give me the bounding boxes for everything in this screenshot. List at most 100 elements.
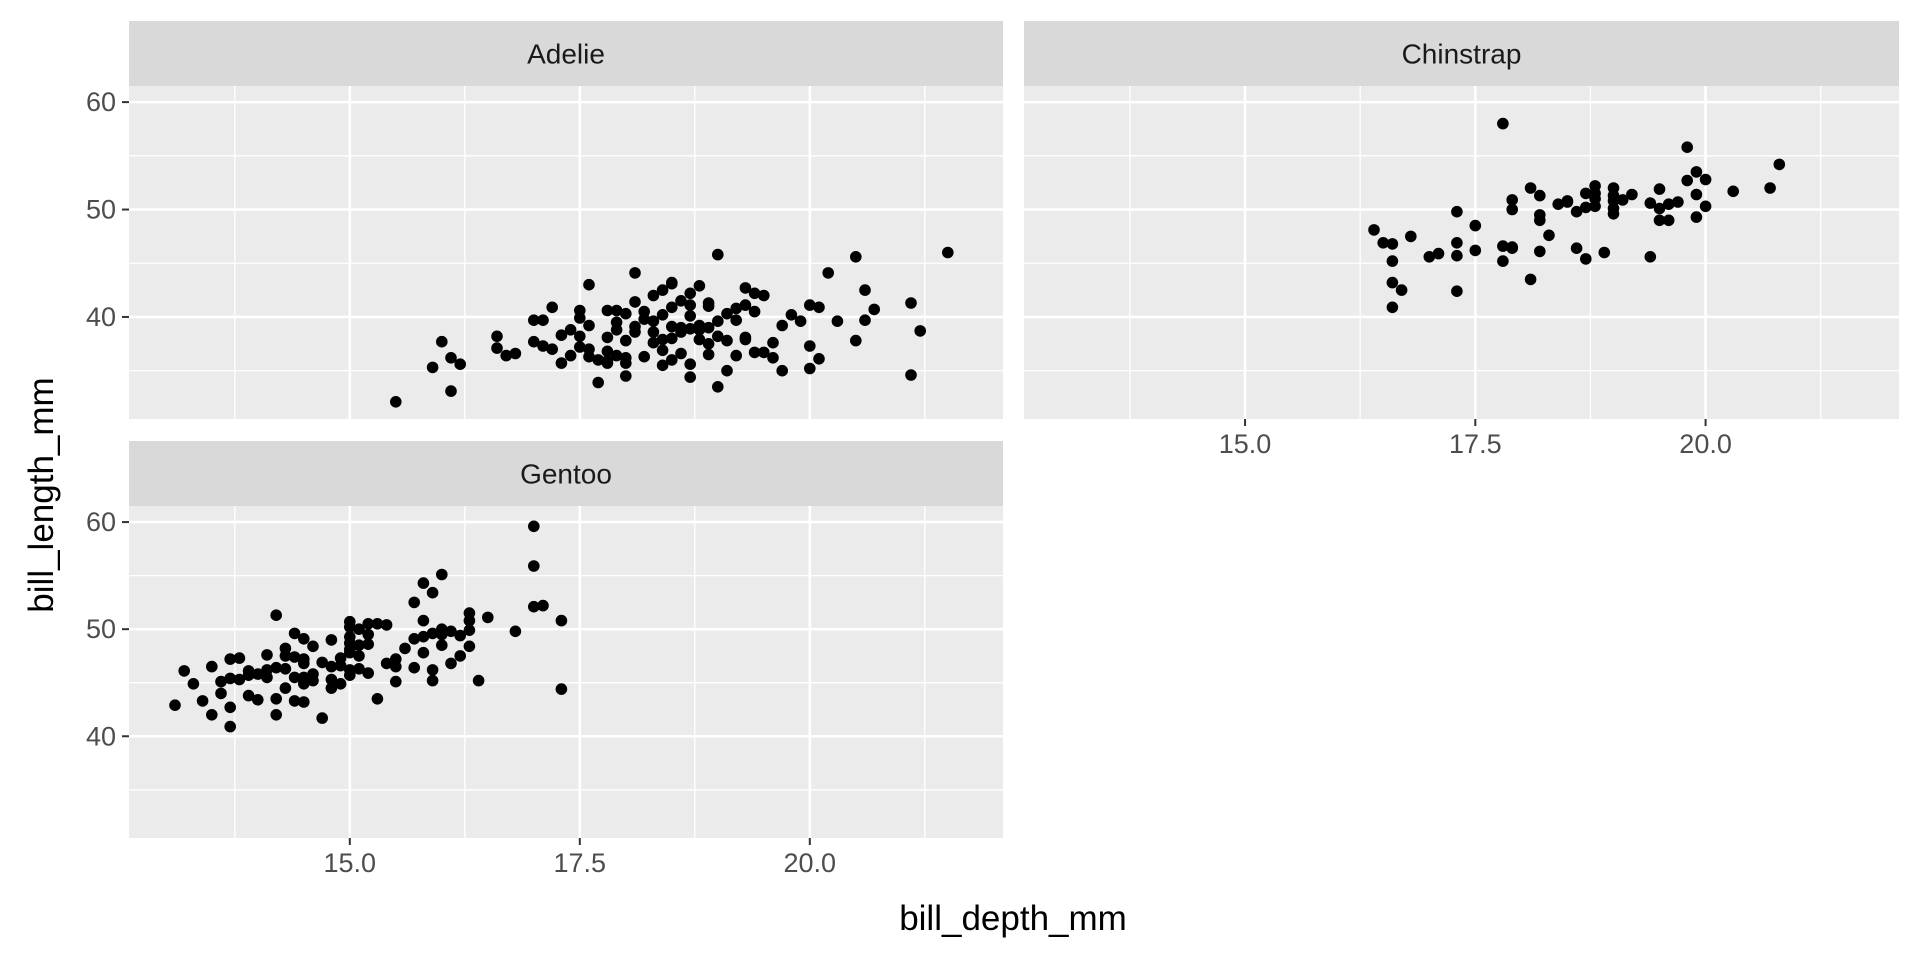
data-point (1570, 242, 1583, 254)
data-point (261, 671, 273, 684)
data-point (1497, 240, 1509, 252)
data-point (1497, 255, 1509, 267)
data-point (905, 297, 917, 309)
data-point (206, 660, 218, 673)
facet-panel-adelie: Adelie (129, 21, 1003, 419)
data-point (436, 335, 448, 348)
data-point (316, 656, 329, 669)
data-point (353, 650, 365, 662)
data-point (1561, 195, 1574, 207)
data-point (610, 349, 623, 362)
data-point (564, 324, 577, 336)
data-point (804, 362, 816, 375)
data-point (472, 674, 485, 687)
data-point (813, 353, 825, 365)
data-point (371, 693, 384, 705)
data-point (629, 320, 641, 333)
data-point (344, 643, 356, 656)
data-point (298, 633, 310, 645)
data-point (353, 623, 365, 635)
data-point (1506, 203, 1518, 216)
data-point (610, 324, 623, 336)
data-point (371, 618, 384, 630)
data-point (1727, 185, 1739, 198)
data-point (445, 657, 457, 670)
data-point (1580, 201, 1592, 214)
data-point (546, 301, 558, 314)
data-point (1644, 197, 1657, 209)
data-point (564, 349, 577, 362)
data-point (463, 624, 476, 636)
data-point (353, 639, 365, 651)
data-point (325, 682, 338, 694)
data-point (574, 341, 586, 353)
data-point (417, 630, 430, 643)
data-point (528, 600, 540, 613)
data-point (666, 301, 678, 314)
data-point (353, 663, 365, 675)
data-point (601, 345, 614, 358)
data-point (1534, 189, 1546, 202)
y-axis-title: bill_length_mm (22, 377, 61, 612)
data-point (509, 347, 522, 360)
facet-strip-chinstrap (1024, 21, 1899, 86)
data-point (1644, 250, 1657, 263)
data-point (1423, 250, 1436, 263)
data-point (601, 355, 614, 367)
data-point (426, 586, 439, 599)
data-point (288, 651, 301, 663)
data-point (1534, 214, 1546, 227)
data-point (380, 657, 393, 670)
data-point (426, 664, 439, 676)
data-point (555, 357, 568, 369)
data-point (620, 307, 632, 320)
data-point (270, 693, 283, 705)
data-point (445, 625, 457, 638)
data-point (712, 381, 724, 393)
data-point (1497, 117, 1509, 130)
data-point (362, 618, 375, 630)
data-point (1653, 214, 1666, 227)
axes: 40 50 60 15.0 17.5 20.0 40 50 60 15.0 17.5 20.0 (86, 87, 1732, 878)
data-point (583, 278, 595, 291)
data-point (684, 371, 696, 383)
data-point (1690, 211, 1703, 223)
data-point (656, 309, 669, 321)
data-point (307, 640, 319, 653)
data-point (1598, 246, 1611, 259)
x-tick-label: 20.0 (784, 848, 837, 878)
data-point (1469, 244, 1482, 257)
data-point (739, 282, 752, 294)
data-point (242, 689, 255, 702)
data-point (638, 305, 650, 318)
data-point (1386, 238, 1399, 250)
data-point (463, 607, 476, 619)
data-point (748, 287, 761, 300)
data-point (1395, 284, 1408, 296)
data-point (583, 319, 595, 332)
data-point (1653, 202, 1666, 215)
data-point (426, 361, 439, 374)
data-point (638, 350, 650, 363)
data-point (1681, 141, 1693, 153)
data-point (546, 343, 558, 356)
data-point (1580, 253, 1592, 265)
data-point (270, 609, 283, 621)
y-tick-label: 40 (86, 721, 116, 751)
data-point (224, 701, 236, 714)
data-point (859, 284, 871, 296)
data-point (1662, 198, 1675, 210)
data-point (656, 359, 669, 372)
data-point (325, 673, 338, 686)
data-point (1672, 196, 1684, 208)
data-point (298, 653, 310, 665)
data-point (647, 336, 660, 349)
data-point (1552, 198, 1564, 210)
data-point (224, 720, 236, 733)
data-point (463, 640, 476, 653)
data-point (1607, 202, 1620, 215)
data-point (1681, 174, 1693, 187)
data-point (1699, 200, 1712, 213)
